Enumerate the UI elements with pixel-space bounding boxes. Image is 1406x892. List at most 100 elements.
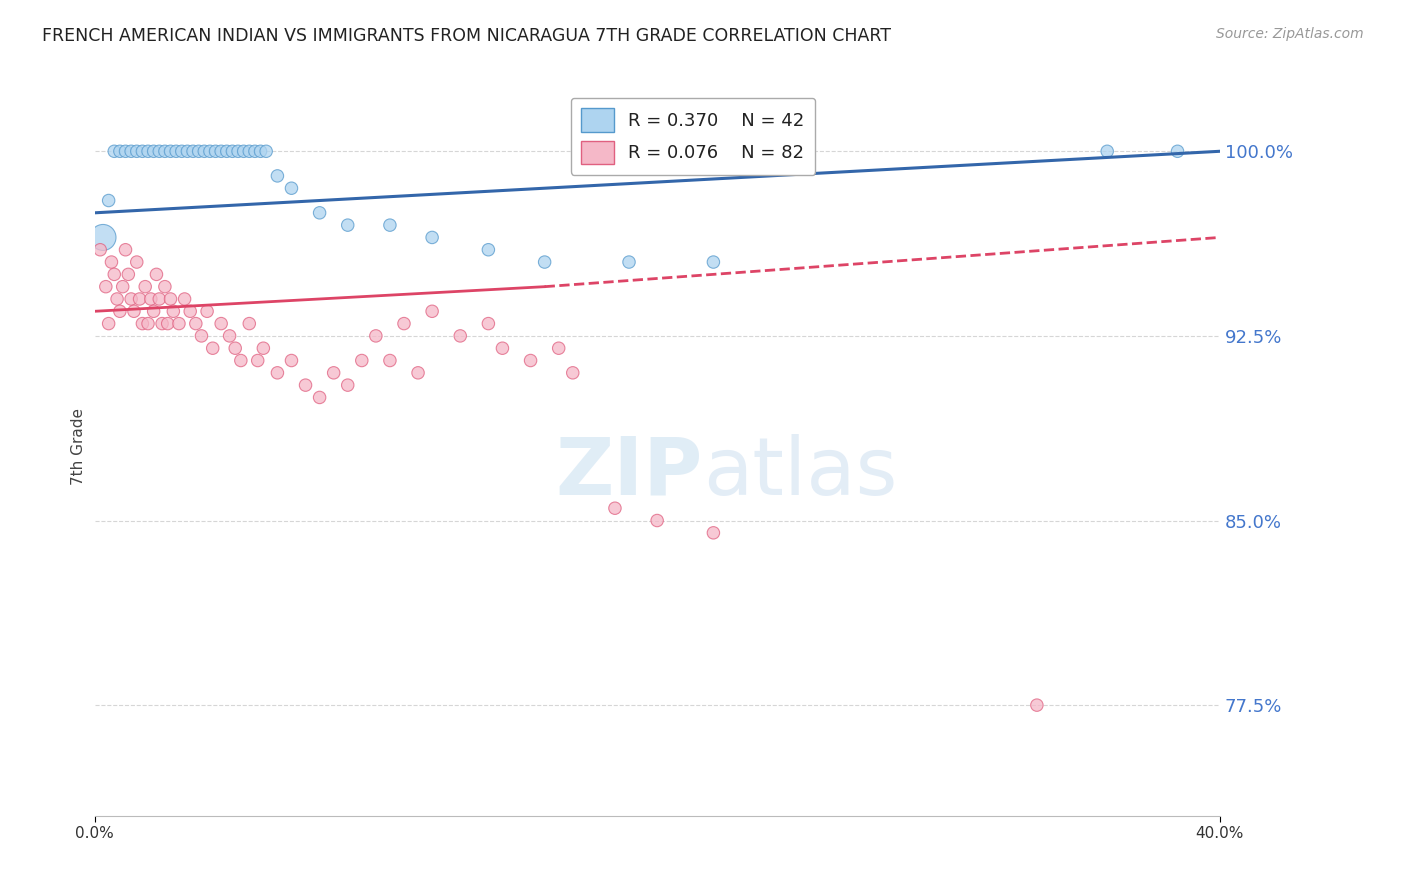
Point: [280, 353, 302, 368]
Point: [232, 145, 254, 159]
Point: [162, 304, 184, 318]
Point: [1025, 698, 1047, 713]
Point: [308, 391, 330, 405]
Point: [477, 243, 499, 257]
Point: [280, 181, 302, 195]
Point: [139, 292, 162, 306]
Point: [159, 292, 181, 306]
Point: [131, 145, 153, 159]
Point: [308, 206, 330, 220]
Point: [198, 145, 221, 159]
Point: [170, 145, 193, 159]
Point: [364, 329, 387, 343]
Point: [249, 145, 271, 159]
Point: [378, 353, 401, 368]
Point: [108, 145, 131, 159]
Point: [294, 378, 316, 392]
Point: [1167, 145, 1189, 159]
Point: [209, 145, 232, 159]
Point: [252, 341, 274, 355]
Point: [108, 304, 131, 318]
Point: [187, 145, 209, 159]
Point: [179, 304, 201, 318]
Point: [136, 145, 159, 159]
Point: [128, 292, 150, 306]
Point: [100, 255, 122, 269]
Point: [224, 341, 246, 355]
Point: [159, 145, 181, 159]
Point: [238, 145, 260, 159]
Point: [201, 341, 224, 355]
Point: [114, 243, 136, 257]
Point: [221, 145, 243, 159]
Point: [336, 378, 359, 392]
Point: [406, 366, 429, 380]
Point: [97, 194, 120, 208]
Point: [266, 366, 288, 380]
Point: [533, 255, 555, 269]
Point: [117, 268, 139, 282]
Point: [173, 292, 195, 306]
Point: [153, 145, 176, 159]
Point: [153, 279, 176, 293]
Point: [243, 145, 266, 159]
Text: ZIP: ZIP: [555, 434, 703, 512]
Point: [702, 255, 724, 269]
Point: [204, 145, 226, 159]
Point: [547, 341, 569, 355]
Point: [254, 145, 277, 159]
Point: [420, 304, 443, 318]
Point: [148, 292, 170, 306]
Point: [350, 353, 373, 368]
Point: [378, 218, 401, 232]
Point: [420, 230, 443, 244]
Point: [148, 145, 170, 159]
Point: [1095, 145, 1118, 159]
Text: FRENCH AMERICAN INDIAN VS IMMIGRANTS FROM NICARAGUA 7TH GRADE CORRELATION CHART: FRENCH AMERICAN INDIAN VS IMMIGRANTS FRO…: [42, 27, 891, 45]
Point: [336, 218, 359, 232]
Point: [193, 145, 215, 159]
Point: [181, 145, 204, 159]
Point: [94, 279, 117, 293]
Point: [111, 279, 134, 293]
Point: [145, 268, 167, 282]
Point: [91, 230, 114, 244]
Point: [603, 501, 626, 516]
Point: [226, 145, 249, 159]
Point: [120, 292, 142, 306]
Point: [184, 317, 207, 331]
Point: [142, 145, 165, 159]
Point: [176, 145, 198, 159]
Text: atlas: atlas: [703, 434, 897, 512]
Point: [491, 341, 513, 355]
Point: [702, 525, 724, 540]
Point: [449, 329, 471, 343]
Point: [190, 329, 212, 343]
Point: [617, 255, 640, 269]
Point: [89, 243, 111, 257]
Point: [122, 304, 145, 318]
Text: Source: ZipAtlas.com: Source: ZipAtlas.com: [1216, 27, 1364, 41]
Point: [195, 304, 218, 318]
Point: [246, 353, 269, 368]
Point: [103, 268, 125, 282]
Legend: R = 0.370    N = 42, R = 0.076    N = 82: R = 0.370 N = 42, R = 0.076 N = 82: [571, 97, 815, 175]
Point: [215, 145, 238, 159]
Point: [167, 317, 190, 331]
Point: [120, 145, 142, 159]
Point: [114, 145, 136, 159]
Point: [392, 317, 415, 331]
Point: [218, 329, 240, 343]
Point: [238, 317, 260, 331]
Point: [209, 317, 232, 331]
Point: [519, 353, 541, 368]
Point: [477, 317, 499, 331]
Point: [561, 366, 583, 380]
Point: [125, 145, 148, 159]
Point: [156, 317, 179, 331]
Point: [142, 304, 165, 318]
Point: [125, 255, 148, 269]
Point: [150, 317, 173, 331]
Point: [322, 366, 344, 380]
Point: [134, 279, 156, 293]
